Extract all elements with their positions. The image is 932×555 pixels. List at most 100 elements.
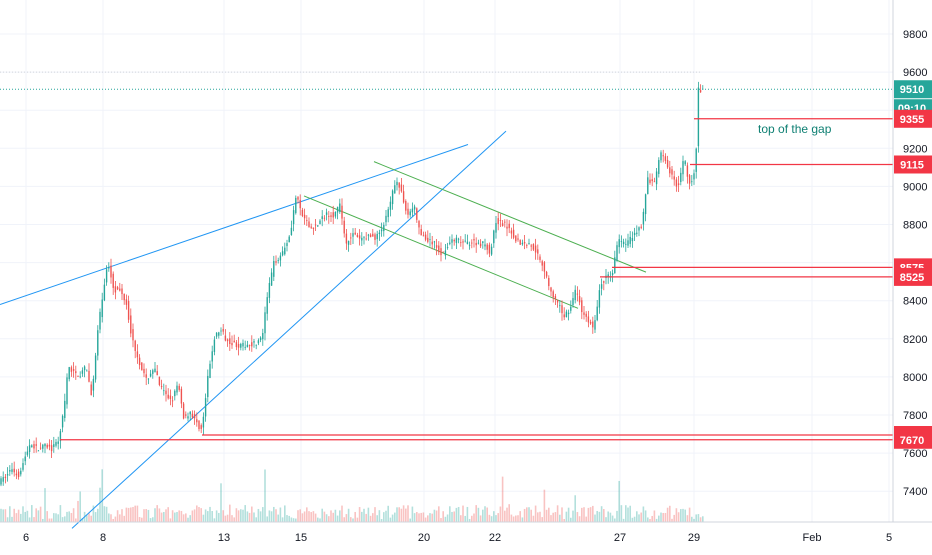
volume-bar: [609, 512, 612, 522]
candle-body: [691, 181, 693, 183]
candle-body: [50, 445, 53, 452]
candle-body: [308, 221, 310, 228]
candle-body: [330, 215, 332, 217]
candle-body: [422, 235, 425, 237]
candle-body: [651, 179, 653, 182]
candle-body: [611, 273, 614, 275]
volume-bar: [174, 512, 176, 522]
candle-body: [416, 208, 418, 220]
candle-body: [684, 161, 686, 165]
candle-body: [275, 261, 277, 263]
candle-body: [198, 420, 200, 430]
volume-bar: [319, 518, 321, 522]
candle-body: [178, 385, 180, 390]
candle-body: [325, 212, 328, 215]
volume-bar: [99, 487, 101, 522]
candle-body: [440, 248, 442, 256]
volume-bar: [449, 506, 451, 522]
volume-bar: [233, 517, 235, 522]
candle-body: [105, 269, 108, 283]
volume-bar: [191, 510, 194, 522]
candle-body: [244, 346, 246, 348]
volume-bar: [640, 512, 642, 522]
volume-bar: [44, 488, 46, 522]
volume-bar: [673, 514, 675, 522]
candle-body: [424, 234, 427, 240]
volume-bar: [290, 517, 293, 522]
price-tag-label: 9355: [900, 114, 924, 126]
candle-body: [55, 442, 57, 446]
candle-body: [682, 161, 684, 175]
volume-bar: [424, 517, 427, 522]
candle-body: [57, 441, 59, 444]
candle-body: [123, 293, 125, 301]
candle-body: [400, 184, 403, 192]
candle-body: [193, 414, 196, 419]
volume-bar: [70, 512, 73, 522]
candle-body: [633, 232, 636, 236]
candle-body: [387, 209, 389, 218]
candle-body: [306, 220, 308, 222]
volume-bar: [24, 511, 26, 522]
candle-body: [361, 237, 363, 241]
candle-body: [185, 414, 187, 416]
volume-bar: [508, 504, 510, 522]
candle-body: [42, 444, 44, 449]
volume-bar: [244, 505, 246, 522]
candle-body: [9, 470, 11, 472]
volume-bar: [666, 507, 669, 522]
candle-body: [539, 256, 541, 260]
candle-body: [136, 351, 139, 358]
candle-body: [671, 169, 673, 175]
volume-bar: [229, 504, 231, 522]
volume-bar: [356, 517, 359, 522]
candle-body: [603, 281, 605, 283]
candle-body: [121, 288, 123, 295]
volume-bar: [152, 517, 154, 522]
candle-body: [567, 312, 570, 315]
candle-body: [343, 220, 345, 234]
volume-bar: [15, 513, 18, 522]
volume-bar: [526, 507, 528, 522]
horizontal-levels: [0, 71, 893, 441]
volume-bar: [68, 511, 70, 522]
volume-bar: [218, 512, 220, 522]
volume-bar: [473, 513, 475, 522]
time-axis[interactable]: 6 8 13 15 20 22 27 29 Feb 5: [23, 532, 892, 544]
candle-body: [17, 471, 20, 477]
candle-body: [99, 311, 101, 330]
candle-body: [211, 351, 213, 362]
candle-body: [673, 176, 675, 180]
volume-bar: [567, 507, 570, 522]
candle-body: [462, 241, 464, 243]
volume-bar: [512, 516, 515, 522]
candle-body: [394, 185, 396, 194]
volume-bar: [541, 517, 543, 522]
volume-bar: [2, 509, 4, 522]
candle-body: [354, 232, 356, 235]
candle-body: [548, 277, 550, 287]
candle-body: [402, 191, 405, 203]
candle-body: [37, 450, 40, 452]
volume-bar: [427, 515, 429, 522]
volume-bar: [675, 508, 678, 522]
volume-bar: [530, 509, 532, 522]
volume-bar: [61, 517, 64, 522]
volume-bar: [253, 512, 255, 522]
volume-bar: [257, 508, 260, 522]
volume-bar: [433, 509, 436, 522]
volume-bar: [0, 508, 2, 522]
x-tick-label: 15: [295, 532, 307, 544]
volume-bar: [226, 514, 229, 522]
volume-bar: [691, 516, 693, 522]
volume-bar: [130, 507, 132, 522]
candle-body: [345, 233, 348, 244]
volume-bar: [383, 512, 385, 522]
candle-body: [473, 239, 475, 241]
candle-body: [352, 233, 354, 237]
candle-body: [427, 237, 429, 242]
candle-body: [583, 312, 585, 315]
volume-bar: [596, 510, 598, 522]
